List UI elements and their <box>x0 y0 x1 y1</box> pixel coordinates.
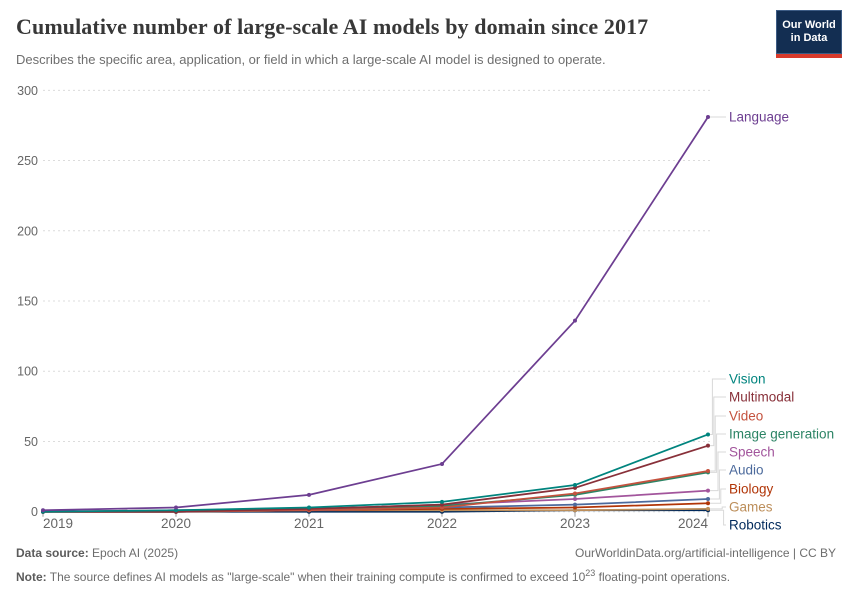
series-dot-vision-2021[interactable] <box>307 505 311 510</box>
series-dot-games-2023[interactable] <box>573 508 577 513</box>
series-line-multimodal[interactable] <box>42 444 709 513</box>
x-tick-label-2024: 2024 <box>678 516 709 531</box>
legend-label-image-generation[interactable]: Image generation <box>729 427 834 442</box>
y-tick-label-200: 200 <box>17 224 38 238</box>
x-tick-label-2020: 2020 <box>161 516 191 531</box>
data-source: Data source: Epoch AI (2025) <box>16 546 178 560</box>
series-dot-audio-2024[interactable] <box>706 497 710 502</box>
series-dot-speech-2024[interactable] <box>706 488 710 493</box>
owid-logo[interactable]: Our World in Data <box>776 10 842 58</box>
y-tick-label-100: 100 <box>17 365 38 379</box>
legend-label-audio[interactable]: Audio <box>729 463 764 478</box>
series-dot-biology-2023[interactable] <box>573 505 577 510</box>
x-tick-label-2019: 2019 <box>43 516 73 531</box>
note-exponent: 23 <box>585 568 596 578</box>
owid-link-text: OurWorldinData.org/artificial-intelligen… <box>575 546 836 560</box>
series-dot-vision-2024[interactable] <box>706 432 710 437</box>
y-tick-label-250: 250 <box>17 154 38 168</box>
y-tick-label-150: 150 <box>17 295 38 309</box>
x-tick-label-2023: 2023 <box>560 516 590 531</box>
owid-logo-red-bar <box>776 54 842 58</box>
legend-label-multimodal[interactable]: Multimodal <box>729 390 794 405</box>
legend-label-video[interactable]: Video <box>729 409 763 424</box>
legend-label-robotics[interactable]: Robotics <box>729 518 782 533</box>
x-tick-label-2021: 2021 <box>294 516 324 531</box>
note-text-2: floating-point operations. <box>595 570 731 584</box>
series-dot-vision-2022[interactable] <box>440 499 444 504</box>
leader-line-speech <box>710 451 726 492</box>
owid-link[interactable]: OurWorldinData.org/artificial-intelligen… <box>575 546 836 560</box>
leader-line-games <box>710 506 726 510</box>
series-dot-speech-2023[interactable] <box>573 497 577 502</box>
legend-label-speech[interactable]: Speech <box>729 445 775 460</box>
x-tick-label-2022: 2022 <box>427 516 457 531</box>
leader-line-vision <box>710 378 726 435</box>
data-source-label: Data source: <box>16 546 89 560</box>
page-title: Cumulative number of large-scale AI mode… <box>16 14 649 39</box>
series-line-vision[interactable] <box>42 433 709 513</box>
note-label: Note: <box>16 570 47 584</box>
series-dot-language-2021[interactable] <box>307 492 311 497</box>
series-dot-video-2024[interactable] <box>706 468 710 473</box>
y-tick-label-300: 300 <box>17 84 38 98</box>
y-tick-label-0: 0 <box>31 505 38 519</box>
chart-note: Note: The source defines AI models as "l… <box>16 568 816 584</box>
series-dot-language-2022[interactable] <box>440 461 444 466</box>
series-dot-vision-2020[interactable] <box>174 508 178 513</box>
series-dot-video-2022[interactable] <box>440 505 444 510</box>
owid-logo-line2: in Data <box>790 32 828 44</box>
owid-logo-line1: Our World <box>782 19 836 31</box>
y-tick-label-50: 50 <box>24 435 38 449</box>
series-dot-games-2024[interactable] <box>706 506 710 511</box>
series-dot-video-2023[interactable] <box>573 491 577 496</box>
series-dot-multimodal-2024[interactable] <box>706 443 710 448</box>
series-dot-audio-2023[interactable] <box>573 502 577 507</box>
legend-label-vision[interactable]: Vision <box>729 372 766 387</box>
series-dot-language-2024[interactable] <box>706 115 710 120</box>
series-dot-language-2019[interactable] <box>41 508 45 513</box>
chart-subtitle: Describes the specific area, application… <box>16 52 606 67</box>
note-text-1: The source defines AI models as "large-s… <box>46 570 586 584</box>
series-dot-language-2020[interactable] <box>174 505 178 510</box>
leader-line-robotics <box>710 509 726 526</box>
leader-line-multimodal <box>710 396 726 447</box>
series-line-language[interactable] <box>42 116 709 512</box>
legend-label-games[interactable]: Games <box>729 500 773 515</box>
series-dot-biology-2024[interactable] <box>706 501 710 506</box>
series-dot-language-2023[interactable] <box>573 318 577 323</box>
leader-line-video <box>710 415 726 472</box>
data-source-text: Epoch AI (2025) <box>88 546 179 560</box>
leader-line-audio <box>710 469 726 500</box>
leader-line-biology <box>710 488 726 504</box>
series-dot-multimodal-2022[interactable] <box>440 502 444 507</box>
series-dot-multimodal-2023[interactable] <box>573 485 577 490</box>
leader-line-image-generation <box>710 433 726 473</box>
legend-label-biology[interactable]: Biology <box>729 482 774 497</box>
series-dot-vision-2023[interactable] <box>573 483 577 488</box>
legend-label-language[interactable]: Language <box>729 110 789 125</box>
